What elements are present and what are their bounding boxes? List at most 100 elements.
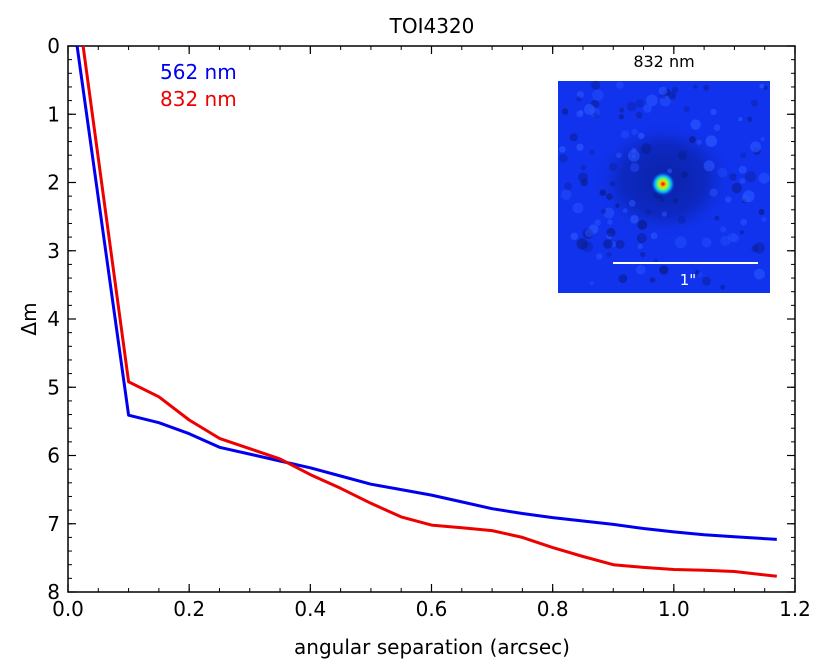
x-axis-ticks: 0.0 0.2 0.4 0.6 0.8 1.0 1.2: [52, 46, 811, 621]
inset-speckle: [696, 139, 702, 145]
inset-speckle: [631, 128, 638, 136]
inset-speckle: [616, 152, 622, 159]
inset-speckle: [742, 198, 747, 204]
inset-speckle: [701, 237, 712, 248]
inset-speckle: [720, 235, 731, 246]
chart-title: TOI4320: [389, 14, 475, 38]
inset-speckles: [559, 80, 770, 290]
inset-scale-label: 1": [680, 271, 696, 289]
inset-speckle: [626, 101, 637, 112]
inset-speckle: [636, 265, 646, 275]
x-tick-label: 0.2: [173, 597, 205, 621]
inset-speckle: [758, 172, 770, 184]
inset-speckle: [576, 143, 584, 151]
inset-speckle: [763, 85, 768, 90]
x-axis-label: angular separation (arcsec): [294, 635, 570, 659]
inset-speckle: [643, 104, 652, 113]
inset-speckle: [559, 154, 568, 163]
inset-speckle: [659, 95, 671, 107]
inset-speckle: [619, 107, 625, 113]
inset-speckle: [579, 110, 584, 115]
x-tick-label: 1.0: [658, 597, 690, 621]
x-tick-label: 0.6: [416, 597, 448, 621]
inset-image: 832 nm 1": [558, 52, 770, 293]
inset-speckle: [640, 251, 646, 258]
inset-speckle: [635, 111, 643, 119]
inset-speckle: [601, 209, 607, 214]
inset-speckle: [609, 163, 618, 171]
inset-speckle: [671, 86, 679, 94]
inset-speckle: [727, 232, 738, 243]
y-tick-label: 5: [47, 375, 60, 399]
inset-speckle: [572, 202, 584, 214]
inset-speckle: [650, 232, 658, 240]
inset-speckle: [584, 228, 594, 238]
inset-speckle: [618, 274, 628, 283]
inset-speckle: [637, 220, 648, 230]
y-tick-label: 7: [47, 512, 60, 536]
series-line-562nm: [75, 45, 777, 541]
inset-speckle: [761, 216, 767, 222]
inset-speckle: [569, 133, 578, 142]
inset-speckle: [677, 215, 686, 224]
inset-speckle: [741, 194, 751, 203]
inset-speckle: [636, 233, 647, 244]
inset-speckle: [584, 104, 595, 115]
inset-speckle: [693, 84, 698, 89]
inset-speckle: [635, 99, 644, 108]
inset-speckle: [725, 196, 732, 203]
inset-speckle: [697, 271, 703, 278]
legend-entry-562nm: 562 nm: [160, 60, 237, 84]
inset-speckle: [658, 86, 668, 96]
inset-speckle: [640, 143, 652, 154]
x-tick-label: 1.2: [779, 597, 811, 621]
inset-speckle: [740, 152, 747, 159]
y-tick-label: 4: [47, 307, 60, 331]
inset-speckle: [591, 80, 601, 90]
inset-speckle: [713, 124, 721, 131]
inset-speckle: [751, 99, 758, 107]
series-line-832nm: [81, 45, 777, 578]
inset-speckle: [738, 165, 747, 174]
inset-speckle: [589, 149, 595, 155]
y-tick-label: 3: [47, 239, 60, 263]
inset-speckle: [576, 238, 588, 250]
inset-speckle: [677, 150, 687, 160]
inset-speckle: [580, 164, 587, 171]
inset-speckle: [717, 167, 728, 178]
inset-speckle: [690, 119, 701, 130]
inset-speckle: [564, 182, 572, 191]
inset-title: 832 nm: [633, 52, 694, 71]
x-tick-label: 0.0: [52, 597, 84, 621]
inset-speckle: [593, 112, 599, 119]
inset-speckle: [599, 189, 607, 196]
inset-speckle: [589, 107, 600, 118]
inset-speckle: [705, 135, 717, 147]
inset-speckle: [582, 228, 594, 240]
inset-speckle: [683, 106, 690, 113]
inset-speckle: [645, 94, 658, 107]
inset-speckle: [578, 172, 589, 183]
inset-speckle: [620, 130, 630, 139]
inset-speckle: [592, 89, 604, 101]
x-tick-label: 0.4: [294, 597, 326, 621]
y-tick-label: 8: [47, 580, 60, 604]
legend: 562 nm 832 nm: [160, 60, 237, 111]
inset-speckle: [739, 230, 745, 235]
inset-speckle: [714, 215, 720, 221]
y-tick-label: 6: [47, 444, 60, 468]
inset-speckle: [759, 83, 765, 89]
inset-speckle: [745, 171, 757, 183]
inset-speckle: [607, 219, 613, 225]
inset-speckle: [747, 116, 753, 122]
inset-speckle: [637, 243, 643, 249]
y-tick-label: 2: [47, 171, 60, 195]
inset-speckle: [576, 96, 582, 102]
inset-speckle: [606, 193, 613, 200]
inset-speckle: [751, 245, 759, 253]
inset-speckle: [561, 108, 569, 115]
inset-speckle: [610, 181, 615, 186]
inset-speckle: [740, 218, 748, 226]
inset-speckle: [570, 232, 579, 241]
inset-speckle: [606, 251, 612, 258]
